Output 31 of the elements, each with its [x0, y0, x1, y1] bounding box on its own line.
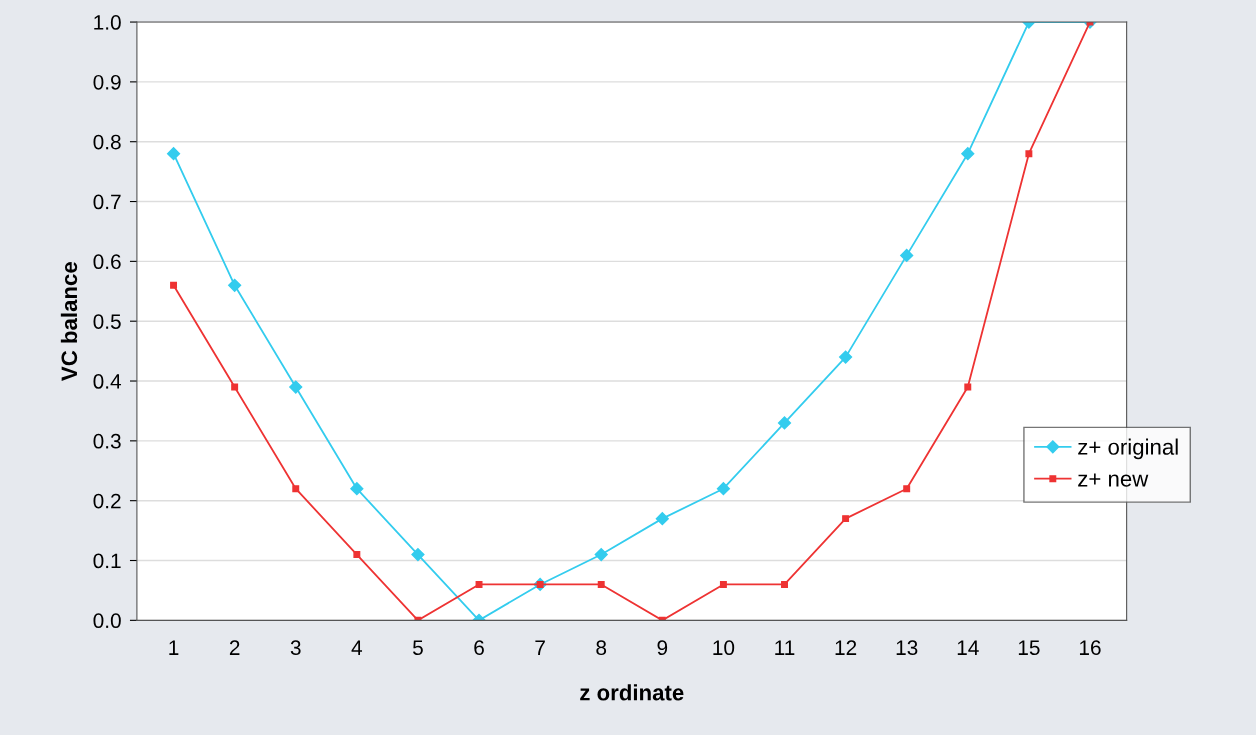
- y-tick-label: 0.9: [93, 74, 121, 90]
- x-tick-label: 14: [957, 640, 979, 655]
- y-tick-label: 0.8: [93, 134, 121, 150]
- y-tick-label: 0.5: [93, 314, 121, 329]
- x-tick-label: 2: [229, 640, 240, 655]
- x-tick-label: 3: [290, 640, 301, 656]
- x-tick-label: 13: [896, 640, 918, 656]
- y-tick-label: 0.3: [93, 433, 121, 449]
- x-tick-label: 16: [1079, 640, 1101, 656]
- x-tick-label: 6: [474, 640, 484, 656]
- y-tick-label: 1.0: [94, 15, 121, 30]
- y-tick-label: 0.0: [93, 613, 121, 629]
- x-tick-label: 15: [1018, 640, 1040, 656]
- y-tick-label: 0.2: [93, 493, 121, 509]
- x-tick-label: 5: [412, 640, 423, 656]
- x-tick-label: 10: [713, 640, 735, 656]
- legend-label: z+ original: [1078, 438, 1178, 460]
- x-tick-label: 11: [775, 640, 795, 655]
- x-tick-label: 4: [351, 640, 363, 655]
- y-tick-label: 0.6: [93, 254, 121, 270]
- x-tick-label: 12: [835, 640, 857, 655]
- x-tick-label: 9: [657, 640, 668, 656]
- x-tick-label: 7: [535, 640, 545, 655]
- legend-label: z+ new: [1078, 473, 1149, 487]
- x-axis-title: z ordinate: [580, 684, 684, 701]
- x-tick-label: 1: [169, 640, 179, 655]
- y-tick-label: 0.1: [93, 553, 121, 569]
- y-tick-label: 0.4: [93, 374, 122, 389]
- y-axis-title: VC balance: [60, 262, 78, 381]
- x-tick-label: 8: [596, 640, 607, 656]
- y-tick-label: 0.7: [93, 194, 121, 210]
